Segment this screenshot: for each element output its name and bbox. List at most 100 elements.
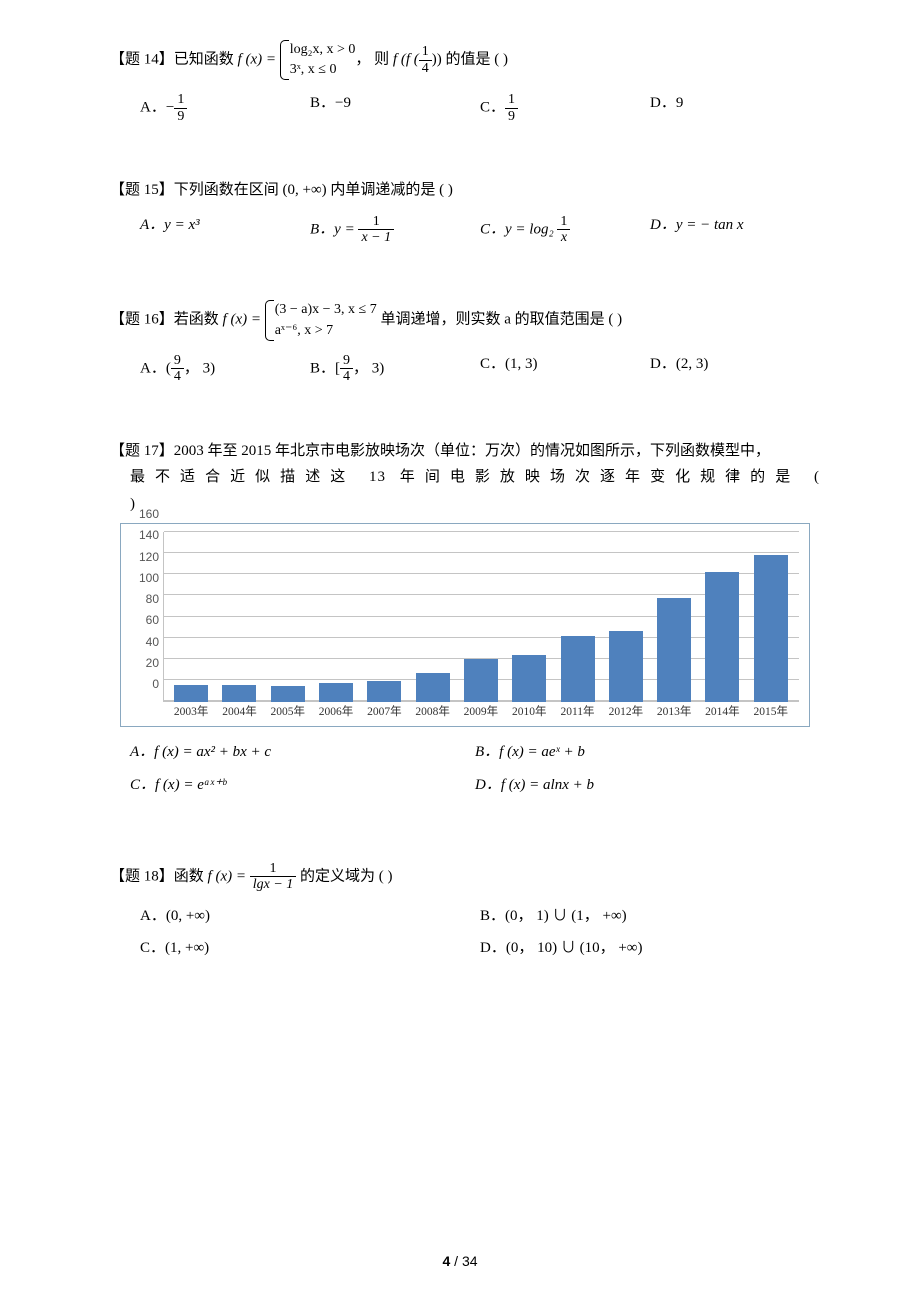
chart-xlabel: 2005年 — [264, 704, 312, 722]
q14-opt-d: D．9 — [650, 92, 820, 124]
opt-label: B．[ — [310, 360, 340, 376]
q16-label: 【题 16】 — [110, 312, 174, 328]
q16-stem-b: 单调递增，则实数 a 的取值范围是 ( ) — [377, 312, 622, 328]
frac-num: 1 — [419, 44, 432, 60]
page-current: 4 — [442, 1253, 450, 1269]
frac: 19 — [505, 92, 518, 124]
chart-bars — [163, 532, 799, 702]
q17-opt-b: B．f (x) = aeˣ + b — [475, 741, 820, 764]
frac-num: 1 — [505, 92, 518, 108]
q16-opt-b: B．[94， 3) — [310, 353, 480, 385]
q18-label: 【题 18】 — [110, 868, 174, 884]
chart-ylabel: 120 — [133, 548, 159, 566]
q15-opt-d: D．y = − tan x — [650, 214, 820, 246]
chart-xlabel: 2006年 — [312, 704, 360, 722]
q18-stem: 【题 18】函数 f (x) = 1lgx − 1 的定义域为 ( ) — [110, 861, 820, 893]
q18-stem-a: 函数 — [174, 868, 208, 884]
q15-stem-text: 下列函数在区间 (0, +∞) 内单调递减的是 ( ) — [174, 182, 453, 198]
q17-opt-d: D．f (x) = alnx + b — [475, 774, 820, 797]
chart-ylabel: 140 — [133, 526, 159, 544]
chart-ylabel: 160 — [133, 505, 159, 523]
q14-label: 【题 14】 — [110, 52, 174, 68]
frac: 1x − 1 — [358, 214, 394, 246]
chart-ylabel: 80 — [133, 590, 159, 608]
frac-den: 9 — [505, 109, 518, 124]
q14-opt-c: C．19 — [480, 92, 650, 124]
chart-bar — [271, 686, 305, 702]
q16-opt-c: C．(1, 3) — [480, 353, 650, 385]
chart-xlabel: 2004年 — [215, 704, 263, 722]
q18-options: A．(0, +∞) B．(0， 1) ∪ (1， +∞) C．(1, +∞) D… — [110, 905, 820, 970]
q15-opt-a: A．y = x³ — [140, 214, 310, 246]
chart-ylabel: 40 — [133, 633, 159, 651]
q18-fx: f (x) = — [208, 868, 250, 884]
q18-opt-a: A．(0, +∞) — [140, 905, 480, 928]
page-number: 4 / 34 — [0, 1251, 920, 1272]
chart-bar — [319, 683, 353, 702]
chart-bar — [561, 636, 595, 702]
frac-den: lgx − 1 — [250, 877, 297, 892]
frac-num: 9 — [340, 353, 353, 369]
q16-brace-bot: aˣ⁻⁶, x > 7 — [275, 321, 377, 341]
chart-ylabel: 20 — [133, 654, 159, 672]
chart-xlabel: 2012年 — [602, 704, 650, 722]
q15-opt-c: C．y = log₂ 1x — [480, 214, 650, 246]
page-total: 34 — [462, 1253, 478, 1269]
opt-label: A．( — [140, 360, 171, 376]
q14-brace-bot: 3ˣ, x ≤ 0 — [290, 60, 356, 80]
q15-label: 【题 15】 — [110, 182, 174, 198]
frac: 94 — [171, 353, 184, 385]
chart-bar — [464, 659, 498, 703]
q14-brace: log₂x, x > 0 3ˣ, x ≤ 0 — [280, 40, 356, 80]
frac-num: 1 — [174, 92, 187, 108]
chart-bar — [512, 655, 546, 702]
q14-ff: f (f ( — [393, 52, 419, 68]
question-14: 【题 14】已知函数 f (x) = log₂x, x > 0 3ˣ, x ≤ … — [110, 40, 820, 124]
chart-bar — [222, 685, 256, 702]
opt-label: C．y = log₂ — [480, 221, 557, 237]
question-16: 【题 16】若函数 f (x) = (3 − a)x − 3, x ≤ 7 aˣ… — [110, 300, 820, 384]
q17-chart: 2003年2004年2005年2006年2007年2008年2009年2010年… — [120, 523, 810, 727]
opt-label: B．y = — [310, 221, 358, 237]
q17-stem1: 2003 年至 2015 年北京市电影放映场次（单位：万次）的情况如图所示，下列… — [174, 443, 770, 459]
q18-stem-b: 的定义域为 ( ) — [296, 868, 392, 884]
q14-opt-a: A．−19 — [140, 92, 310, 124]
q17-opt-c: C．f (x) = eᵃˣ⁺ᵇ — [130, 774, 475, 797]
opt-tail: ， 3) — [184, 360, 215, 376]
q17-stem3: ) — [110, 493, 820, 516]
q14-stem: 【题 14】已知函数 f (x) = log₂x, x > 0 3ˣ, x ≤ … — [110, 40, 820, 80]
q15-stem: 【题 15】下列函数在区间 (0, +∞) 内单调递减的是 ( ) — [110, 179, 820, 202]
frac: 94 — [340, 353, 353, 385]
q14-stem-b: ， 则 — [355, 52, 393, 68]
frac-den: x − 1 — [358, 230, 394, 245]
q17-stem: 【题 17】2003 年至 2015 年北京市电影放映场次（单位：万次）的情况如… — [110, 440, 820, 463]
chart-xlabel: 2007年 — [360, 704, 408, 722]
q18-opt-d: D．(0， 10) ∪ (10， +∞) — [480, 937, 820, 960]
chart-bar — [705, 572, 739, 702]
question-15: 【题 15】下列函数在区间 (0, +∞) 内单调递减的是 ( ) A．y = … — [110, 179, 820, 245]
q18-opt-b: B．(0， 1) ∪ (1， +∞) — [480, 905, 820, 928]
chart-xlabel: 2015年 — [747, 704, 795, 722]
opt-label: C． — [480, 100, 505, 116]
q15-opt-b: B．y = 1x − 1 — [310, 214, 480, 246]
chart-bar — [174, 685, 208, 702]
opt-label: A． — [140, 100, 166, 116]
opt-tail: ， 3) — [353, 360, 384, 376]
frac-den: x — [557, 230, 570, 245]
chart-ylabel: 60 — [133, 611, 159, 629]
frac-num: 9 — [171, 353, 184, 369]
q16-stem-a: 若函数 — [174, 312, 223, 328]
frac-den: 4 — [171, 369, 184, 384]
chart-xlabel: 2011年 — [554, 704, 602, 722]
frac: 1lgx − 1 — [250, 861, 297, 893]
q16-brace: (3 − a)x − 3, x ≤ 7 aˣ⁻⁶, x > 7 — [265, 300, 377, 340]
q14-stem-a: 已知函数 — [174, 52, 238, 68]
chart-bar — [609, 631, 643, 702]
q17-options: A．f (x) = ax² + bx + c B．f (x) = aeˣ + b… — [110, 741, 820, 806]
chart-xlabel: 2013年 — [650, 704, 698, 722]
chart-ylabel: 0 — [133, 675, 159, 693]
frac-den: 4 — [419, 61, 432, 76]
chart-xlabels: 2003年2004年2005年2006年2007年2008年2009年2010年… — [163, 704, 799, 722]
question-17: 【题 17】2003 年至 2015 年北京市电影放映场次（单位：万次）的情况如… — [110, 440, 820, 807]
q15-options: A．y = x³ B．y = 1x − 1 C．y = log₂ 1x D．y … — [110, 214, 820, 246]
